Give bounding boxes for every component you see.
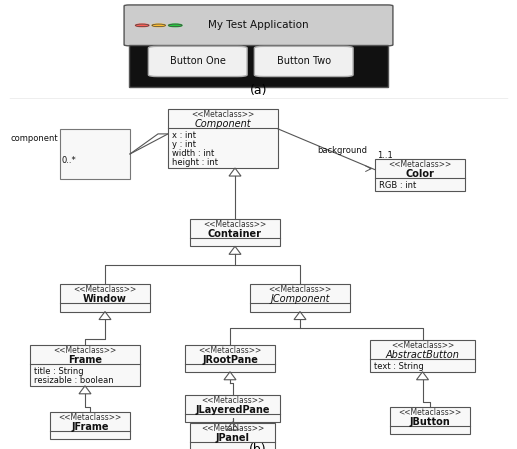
Bar: [129, 45, 388, 87]
Text: 0..*: 0..*: [62, 157, 77, 166]
Text: Color: Color: [405, 169, 434, 179]
Bar: [390, 407, 470, 434]
Text: title : String: title : String: [34, 367, 84, 376]
Text: width : int: width : int: [172, 149, 214, 158]
Bar: [185, 395, 280, 422]
Bar: [375, 159, 465, 191]
Text: RGB : int: RGB : int: [379, 181, 416, 190]
Text: <<Metaclass>>: <<Metaclass>>: [388, 160, 452, 169]
Text: AbstractButton: AbstractButton: [386, 350, 460, 360]
Bar: [370, 339, 475, 372]
Text: My Test Application: My Test Application: [208, 20, 309, 31]
Text: Component: Component: [195, 119, 251, 129]
Text: text : String: text : String: [374, 362, 424, 371]
Bar: [190, 423, 275, 449]
Text: <<Metaclass>>: <<Metaclass>>: [203, 220, 267, 229]
Text: <<Metaclass>>: <<Metaclass>>: [399, 408, 462, 417]
Text: <<Metaclass>>: <<Metaclass>>: [391, 341, 454, 350]
Bar: [60, 284, 150, 312]
Bar: [30, 345, 140, 386]
Bar: [50, 412, 130, 439]
Text: background: background: [317, 146, 367, 155]
Text: y : int: y : int: [172, 140, 196, 149]
Text: JFrame: JFrame: [71, 422, 109, 432]
Text: JButton: JButton: [409, 417, 450, 427]
Text: resizable : boolean: resizable : boolean: [34, 376, 114, 385]
Text: JLayeredPane: JLayeredPane: [195, 405, 270, 415]
Text: (b): (b): [249, 443, 267, 449]
Circle shape: [169, 24, 182, 26]
Bar: [60, 129, 130, 179]
Text: <<Metaclass>>: <<Metaclass>>: [201, 424, 264, 433]
Text: <<Metaclass>>: <<Metaclass>>: [199, 346, 262, 355]
FancyBboxPatch shape: [254, 46, 353, 76]
FancyBboxPatch shape: [124, 5, 393, 46]
Circle shape: [152, 24, 165, 26]
Text: x : int: x : int: [172, 131, 196, 140]
Text: Frame: Frame: [68, 355, 102, 365]
Text: height : int: height : int: [172, 158, 218, 167]
Text: Button One: Button One: [170, 57, 226, 66]
Text: <<Metaclass>>: <<Metaclass>>: [201, 396, 264, 405]
Text: <<Metaclass>>: <<Metaclass>>: [73, 286, 136, 295]
Text: <<Metaclass>>: <<Metaclass>>: [53, 346, 117, 355]
Bar: [190, 219, 280, 247]
Text: Button Two: Button Two: [277, 57, 331, 66]
Text: <<Metaclass>>: <<Metaclass>>: [268, 286, 331, 295]
FancyBboxPatch shape: [148, 46, 247, 76]
Text: (a): (a): [250, 84, 267, 97]
Text: component: component: [10, 134, 58, 143]
Bar: [185, 345, 275, 372]
Text: <<Metaclass>>: <<Metaclass>>: [191, 110, 255, 119]
Bar: [168, 109, 278, 168]
Circle shape: [135, 24, 149, 26]
Text: <<Metaclass>>: <<Metaclass>>: [58, 413, 121, 422]
Text: 1..1: 1..1: [377, 151, 393, 160]
Text: JPanel: JPanel: [216, 433, 250, 443]
Text: Container: Container: [208, 229, 262, 239]
Bar: [250, 284, 350, 312]
Text: JComponent: JComponent: [270, 295, 330, 304]
Text: Window: Window: [83, 295, 127, 304]
Text: JRootPane: JRootPane: [202, 355, 258, 365]
